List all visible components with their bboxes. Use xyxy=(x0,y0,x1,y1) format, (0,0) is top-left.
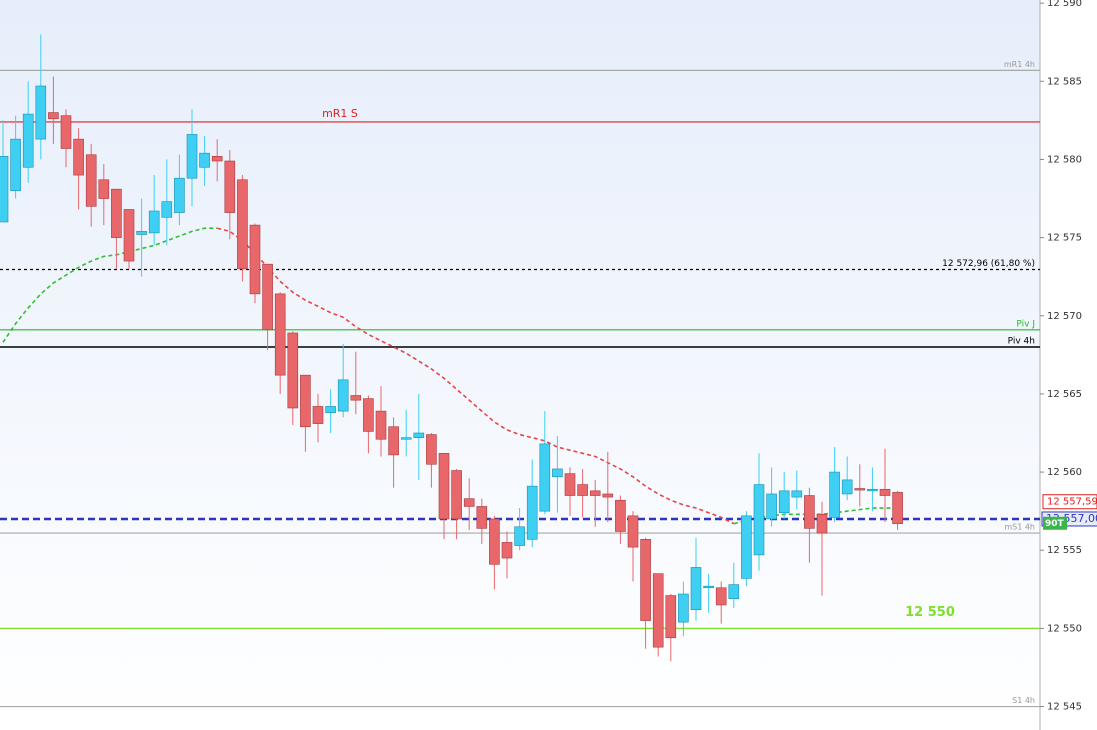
candle-body xyxy=(438,453,450,520)
candle-body xyxy=(350,395,362,401)
candle-body xyxy=(678,593,689,623)
candle-body xyxy=(791,490,803,498)
candle-body xyxy=(526,485,538,540)
candle-body xyxy=(426,434,437,465)
candle-body xyxy=(715,587,727,606)
candle-body xyxy=(274,293,286,376)
y-tick-label: 12 555 xyxy=(1047,545,1082,556)
timer-box xyxy=(1043,516,1067,530)
candle-body xyxy=(287,332,299,409)
y-tick-label: 12 590 xyxy=(1047,0,1082,9)
plot-background xyxy=(0,0,1040,730)
candle-body xyxy=(753,484,765,556)
candle-body xyxy=(22,113,34,168)
candle-body xyxy=(237,179,248,270)
level-label: mR1 S xyxy=(322,107,358,120)
candle-body xyxy=(0,156,9,223)
candle-body xyxy=(148,210,160,234)
candle-body xyxy=(489,518,500,565)
candle-body xyxy=(501,542,513,559)
candle-body xyxy=(85,154,97,207)
timer-label: 90T xyxy=(1045,519,1065,529)
y-tick-label: 12 550 xyxy=(1047,623,1082,634)
candle-body xyxy=(249,224,261,295)
candle-body xyxy=(400,437,412,440)
candle-body xyxy=(312,406,324,424)
candle-body xyxy=(816,513,828,534)
moving-average xyxy=(2,227,218,343)
candle-body xyxy=(60,115,72,149)
y-tick-label: 12 545 xyxy=(1047,702,1082,713)
level-label: mR1 4h xyxy=(1004,60,1035,69)
y-tick-label: 12 565 xyxy=(1047,389,1082,400)
level-label: Piv 4h xyxy=(1008,337,1035,347)
candle-body xyxy=(73,138,84,176)
candle-body xyxy=(186,134,198,179)
y-tick-label: 12 585 xyxy=(1047,76,1082,87)
candle-body xyxy=(703,585,714,589)
candle-body xyxy=(577,484,588,496)
candle-body xyxy=(451,470,462,520)
candle-body xyxy=(337,379,349,412)
candle-body xyxy=(262,263,273,331)
candle-body xyxy=(892,492,903,524)
level-label: 12 550 xyxy=(905,605,955,620)
candle-body xyxy=(136,231,147,235)
candle-body xyxy=(35,85,47,140)
candle-body xyxy=(615,499,626,532)
candle-body xyxy=(867,488,878,492)
y-tick-label: 12 575 xyxy=(1047,233,1082,244)
candle-body xyxy=(48,112,59,120)
candle-body xyxy=(640,538,651,621)
y-tick-label: 12 580 xyxy=(1047,154,1082,165)
candle-body xyxy=(552,468,563,478)
level-label: mS1 4h xyxy=(1004,523,1035,532)
level-label: Piv J xyxy=(1016,319,1035,329)
candle-body xyxy=(741,515,752,579)
candle-body xyxy=(766,493,777,520)
candle-body xyxy=(602,493,614,498)
candle-body xyxy=(652,573,664,648)
candle-body xyxy=(413,432,425,438)
level-label: S1 4h xyxy=(1012,696,1035,705)
candle-body xyxy=(627,515,639,548)
candle-body xyxy=(841,479,853,495)
candle-body xyxy=(564,473,576,496)
candle-body xyxy=(778,490,790,514)
price-tag-label: 12 557,59 xyxy=(1047,497,1097,508)
candle-body xyxy=(829,471,840,518)
candle-body xyxy=(854,488,866,491)
candle-body xyxy=(804,495,815,529)
candle-body xyxy=(539,443,551,512)
moving-average xyxy=(217,227,735,525)
candle-body xyxy=(363,398,374,432)
candle-body xyxy=(224,160,236,213)
candle-body xyxy=(388,426,399,456)
price-tag xyxy=(1042,494,1097,510)
candle-body xyxy=(300,374,311,428)
candle-body xyxy=(161,201,173,218)
candle-body xyxy=(589,490,601,496)
y-tick-label: 12 560 xyxy=(1047,467,1082,478)
candle-body xyxy=(514,526,525,546)
candle-body xyxy=(174,177,185,213)
candle-body xyxy=(463,498,475,507)
candle-body xyxy=(476,506,488,529)
y-tick-label: 12 570 xyxy=(1047,311,1082,322)
candle-body xyxy=(325,406,336,413)
candle-body xyxy=(728,584,740,599)
candle-body xyxy=(690,567,702,610)
level-label: 12 572,96 (61,80 %) xyxy=(942,259,1035,269)
candle-body xyxy=(111,188,122,238)
candle-body xyxy=(375,410,387,440)
candle-body xyxy=(98,179,110,199)
candle-body xyxy=(123,209,135,262)
candle-body xyxy=(879,488,891,496)
candle-body xyxy=(211,156,223,162)
candle-body xyxy=(10,138,21,192)
candle-body xyxy=(199,152,210,168)
candle-body xyxy=(665,595,677,639)
